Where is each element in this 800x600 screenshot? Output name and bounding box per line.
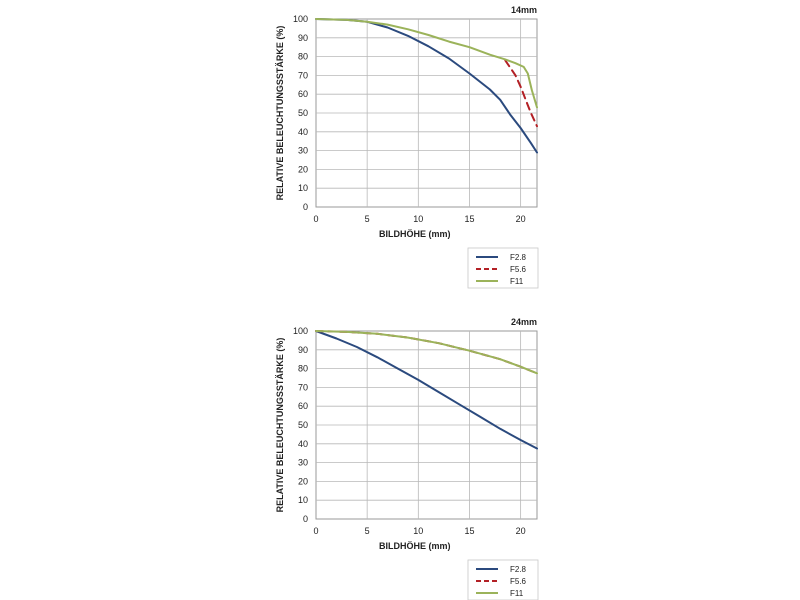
x-tick-label: 0: [313, 526, 318, 536]
x-tick-label: 15: [464, 526, 474, 536]
y-tick-label: 60: [298, 401, 308, 411]
y-tick-label: 50: [298, 420, 308, 430]
y-tick-label: 80: [298, 364, 308, 374]
y-tick-label: 50: [298, 108, 308, 118]
y-tick-label: 0: [303, 514, 308, 524]
y-tick-label: 100: [293, 14, 308, 24]
y-tick-label: 30: [298, 458, 308, 468]
x-tick-label: 0: [313, 214, 318, 224]
x-tick-label: 20: [516, 526, 526, 536]
legend-label-f2.8: F2.8: [510, 565, 527, 574]
y-tick-label: 10: [298, 183, 308, 193]
y-tick-label: 40: [298, 127, 308, 137]
legend: F2.8 F5.6 F11: [467, 247, 539, 289]
x-tick-label: 5: [365, 214, 370, 224]
y-tick-label: 90: [298, 33, 308, 43]
y-tick-label: 80: [298, 52, 308, 62]
y-tick-label: 20: [298, 476, 308, 486]
x-tick-label: 10: [413, 214, 423, 224]
y-tick-label: 30: [298, 146, 308, 156]
legend: F2.8 F5.6 F11: [467, 559, 539, 600]
y-tick-label: 20: [298, 164, 308, 174]
y-tick-label: 10: [298, 495, 308, 505]
x-tick-label: 20: [516, 214, 526, 224]
legend-label-f5.6: F5.6: [510, 577, 527, 586]
series-line-f11: [315, 18, 538, 109]
x-axis-title: BILDHÖHE (mm): [379, 229, 451, 239]
y-tick-label: 70: [298, 70, 308, 80]
focal-length-label: 24mm: [511, 317, 537, 327]
x-tick-label: 15: [464, 214, 474, 224]
series-line-f11: [315, 330, 538, 375]
series-line-f5.6: [315, 330, 538, 375]
y-axis-title: RELATIVE BELEUCHTUNGSSTÄRKE (%): [275, 26, 285, 201]
series-line-f5.6: [504, 59, 538, 128]
y-tick-label: 40: [298, 439, 308, 449]
series-line-f2.8: [315, 330, 538, 450]
focal-length-label: 14mm: [511, 5, 537, 15]
legend-label-f2.8: F2.8: [510, 253, 527, 262]
x-axis-title: BILDHÖHE (mm): [379, 541, 451, 551]
legend-label-f11: F11: [510, 277, 524, 286]
y-tick-label: 0: [303, 202, 308, 212]
y-tick-label: 90: [298, 345, 308, 355]
series-line-f2.8: [315, 18, 538, 154]
x-tick-label: 5: [365, 526, 370, 536]
legend-label-f11: F11: [510, 589, 524, 598]
chart-panel-24mm: 0 10 20 30 40 50 60 70 80 90 100 0 5 10 15 20 24mm BILDHÖ…: [275, 317, 539, 600]
y-axis-title: RELATIVE BELEUCHTUNGSSTÄRKE (%): [275, 338, 285, 513]
y-tick-label: 100: [293, 326, 308, 336]
y-tick-label: 60: [298, 89, 308, 99]
y-tick-label: 70: [298, 382, 308, 392]
x-tick-label: 10: [413, 526, 423, 536]
legend-label-f5.6: F5.6: [510, 265, 527, 274]
chart-panel-14mm: 0 10 20 30 40 50 60 70 80 90 100 0 5 10 15 20 14mm BILDHÖ…: [275, 5, 539, 289]
